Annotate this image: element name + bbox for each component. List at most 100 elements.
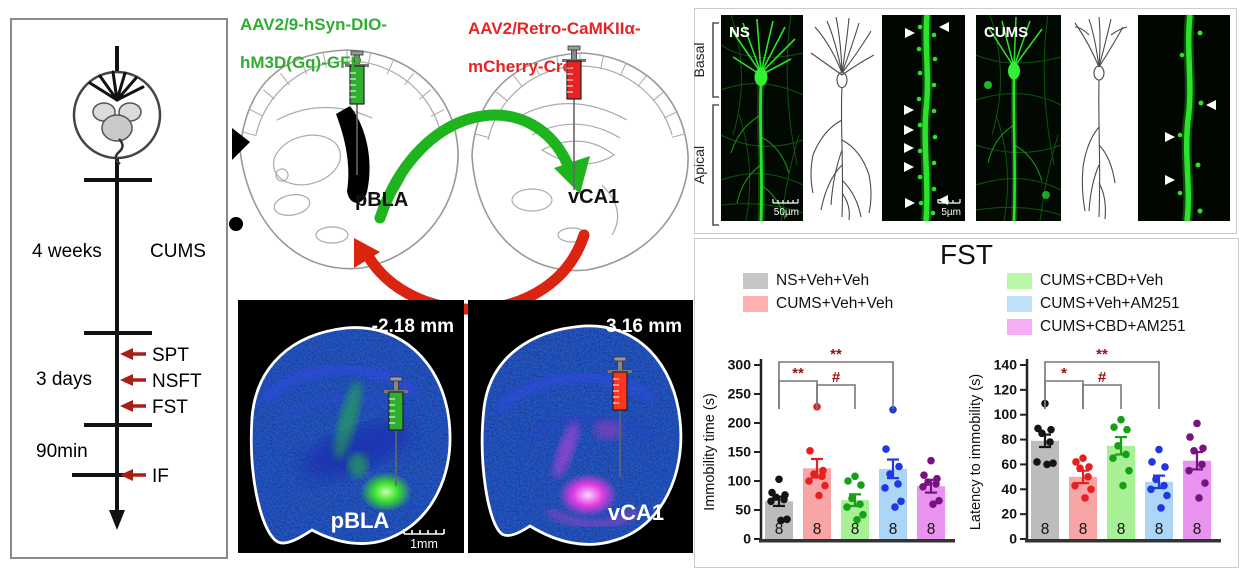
n-label: 8	[851, 521, 860, 538]
y-tick-label: 0	[743, 531, 751, 547]
scale-bar	[937, 199, 961, 204]
legend-label: CUMS+Veh+AM251	[1040, 294, 1180, 312]
fst-title: FST	[940, 239, 993, 270]
data-point	[1152, 475, 1160, 484]
data-point	[886, 470, 894, 478]
data-point	[767, 497, 775, 506]
gfp-injection-signal	[360, 472, 412, 512]
basal-label: Basal	[691, 42, 707, 77]
green-virus-line1: AAV2/9-hSyn-DIO-	[240, 15, 388, 34]
data-point	[821, 481, 829, 490]
data-point	[1148, 458, 1156, 466]
data-point	[777, 516, 785, 525]
data-point	[1033, 458, 1041, 466]
data-point	[1049, 459, 1057, 467]
data-point	[1155, 445, 1163, 454]
histology-image-vca1: -3.16 mm vCA1	[468, 300, 693, 553]
dendrite-segment-ns: 5µm	[882, 14, 965, 222]
ap-coordinate-label: -3.16 mm	[600, 316, 682, 337]
scale-bar-label: 50µm	[774, 207, 799, 218]
data-point	[806, 447, 814, 455]
spines-dots	[916, 24, 938, 216]
neuron-tracing-cums	[1061, 15, 1138, 221]
legend-swatch	[1007, 272, 1032, 289]
arrow-head	[120, 348, 133, 360]
data-point	[1185, 466, 1193, 475]
n-label: 8	[813, 521, 822, 538]
scale-bar	[772, 199, 799, 204]
data-point	[1161, 463, 1169, 471]
atlas-black-structure	[232, 128, 250, 160]
y-tick-label: 50	[735, 502, 751, 518]
legend-item: NS+Veh+Veh	[743, 269, 893, 292]
phase3-duration: 90min	[36, 441, 88, 462]
data-point	[1125, 466, 1133, 475]
region-label: vCA1	[608, 500, 664, 525]
data-point	[1114, 441, 1122, 450]
data-point	[856, 500, 864, 508]
data-point	[1163, 491, 1171, 500]
y-tick-label: 100	[728, 473, 752, 489]
data-point	[1079, 454, 1087, 463]
data-point	[920, 471, 928, 479]
phase1-label: CUMS	[150, 241, 206, 262]
data-point	[1199, 444, 1207, 453]
data-point	[929, 500, 937, 508]
data-point	[927, 456, 935, 465]
n-label: 8	[889, 521, 898, 538]
data-point	[1186, 433, 1194, 441]
data-point	[1110, 423, 1118, 431]
pbla-region-shape	[336, 106, 370, 203]
spine-arrowheads	[1165, 100, 1216, 185]
y-tick-label: 150	[728, 444, 752, 460]
green-virus-label: AAV2/9-hSyn-DIO- hM3D(Gq)-GFP	[240, 6, 387, 82]
data-point	[935, 496, 943, 505]
legend-label: CUMS+CBD+AM251	[1040, 317, 1186, 335]
data-point	[1123, 425, 1131, 434]
data-point	[1147, 485, 1155, 494]
legend-swatch	[1007, 295, 1032, 312]
scale-bar-label: 5µm	[941, 207, 961, 218]
bar	[1031, 440, 1059, 539]
data-point	[857, 481, 865, 489]
data-point	[891, 503, 899, 511]
significance-bracket	[816, 384, 856, 409]
data-point	[805, 477, 813, 485]
apical-bracket	[712, 104, 719, 226]
legend-item: CUMS+Veh+AM251	[1007, 292, 1186, 315]
syringe-icon	[345, 50, 369, 175]
apical-label: Apical	[691, 146, 707, 184]
data-point	[810, 470, 818, 478]
brain-outline	[249, 326, 452, 545]
y-tick-label: 250	[728, 386, 752, 402]
legend-label: CUMS+Veh+Veh	[776, 294, 894, 312]
test-arrows	[128, 352, 146, 477]
dendrite-domain-labels: Basal Apical	[691, 22, 719, 226]
data-point	[780, 495, 788, 504]
phase1-duration: 4 weeks	[32, 241, 102, 262]
n-label: 8	[1117, 521, 1126, 538]
data-point	[1157, 504, 1165, 512]
significance-label: #	[832, 369, 841, 386]
mouse-icon	[72, 70, 162, 165]
spine-group-cums: CUMS	[975, 14, 1230, 222]
dendrite-shaft	[1183, 14, 1193, 222]
y-tick-label: 140	[994, 357, 1018, 373]
significance-bracket	[1044, 380, 1084, 409]
legend-item: CUMS+Veh+Veh	[743, 292, 893, 315]
target-region-label: vCA1	[568, 186, 619, 208]
legend-label: CUMS+CBD+Veh	[1040, 271, 1164, 289]
data-point	[843, 503, 851, 511]
data-point	[775, 475, 783, 484]
timeline-end-arrow	[109, 510, 125, 530]
test-spt: SPT	[152, 345, 189, 366]
data-point	[1076, 464, 1084, 472]
dendrite-segment-cums	[1138, 14, 1230, 222]
data-point	[819, 466, 827, 475]
n-label: 8	[1079, 521, 1088, 538]
data-point	[1122, 450, 1130, 459]
data-point	[895, 462, 903, 471]
spine-arrowheads	[904, 22, 949, 208]
red-virus-line1: AAV2/Retro-CaMKIIα-	[468, 19, 641, 38]
